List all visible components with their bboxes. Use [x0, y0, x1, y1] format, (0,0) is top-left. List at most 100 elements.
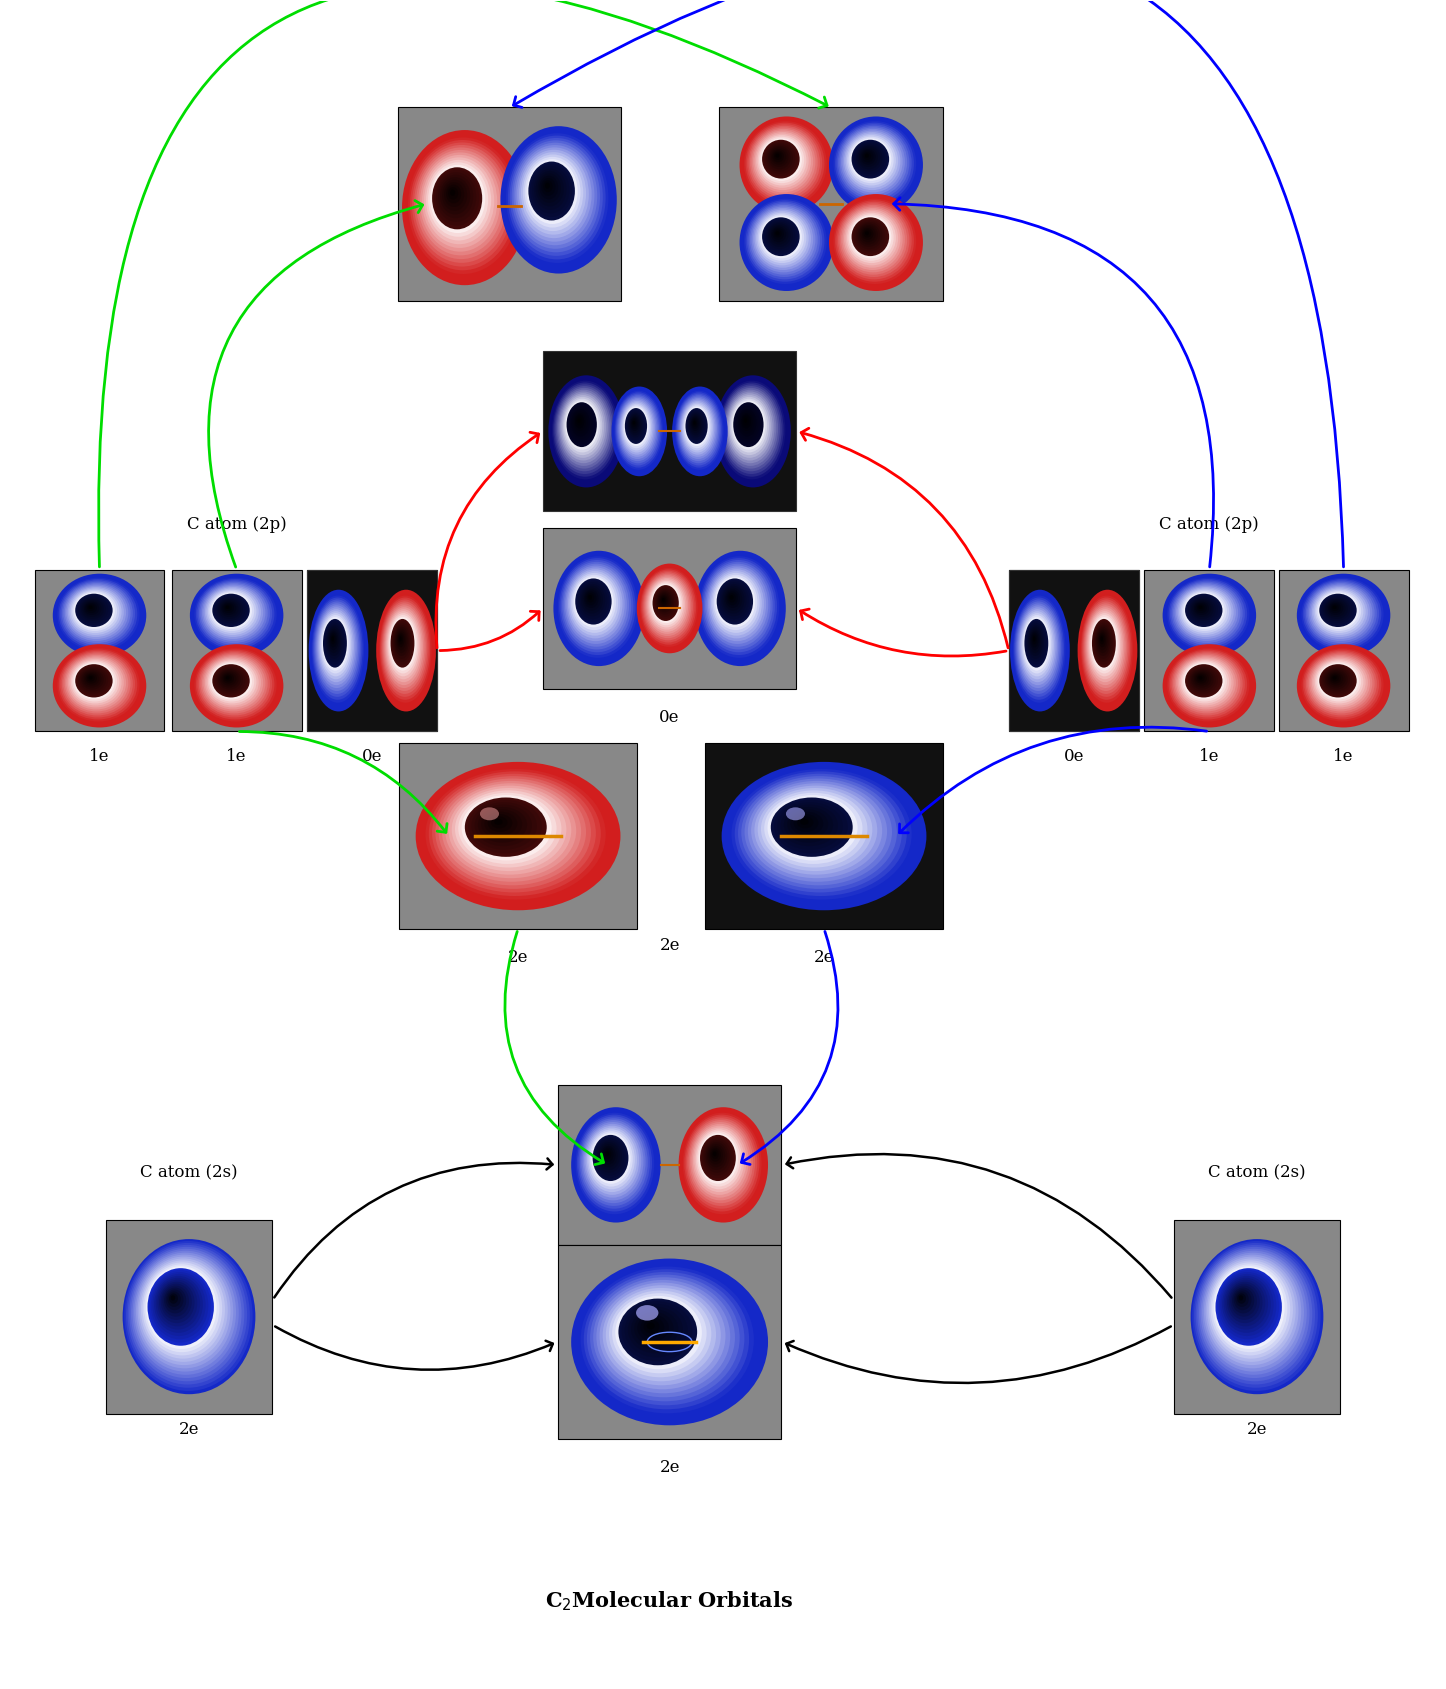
Ellipse shape — [1079, 591, 1137, 708]
Ellipse shape — [753, 130, 813, 193]
Ellipse shape — [683, 402, 713, 453]
Ellipse shape — [587, 593, 594, 603]
Ellipse shape — [865, 154, 869, 157]
Ellipse shape — [1192, 669, 1213, 689]
Text: 1e: 1e — [227, 748, 247, 765]
Ellipse shape — [440, 177, 470, 215]
Ellipse shape — [551, 378, 620, 481]
Ellipse shape — [480, 807, 499, 821]
Ellipse shape — [844, 209, 901, 269]
Ellipse shape — [655, 588, 675, 616]
Ellipse shape — [749, 125, 820, 199]
Ellipse shape — [308, 589, 369, 711]
Ellipse shape — [224, 676, 231, 681]
Ellipse shape — [756, 211, 808, 265]
Ellipse shape — [218, 669, 240, 689]
Ellipse shape — [215, 667, 246, 694]
Ellipse shape — [581, 586, 603, 613]
Ellipse shape — [590, 1132, 633, 1187]
Ellipse shape — [521, 152, 586, 235]
Ellipse shape — [568, 405, 593, 443]
Ellipse shape — [461, 796, 551, 860]
Bar — [1174, 1219, 1340, 1414]
Ellipse shape — [65, 584, 129, 642]
Ellipse shape — [202, 584, 266, 642]
Ellipse shape — [1084, 603, 1128, 691]
Ellipse shape — [599, 1142, 620, 1170]
Ellipse shape — [693, 1125, 746, 1194]
Ellipse shape — [837, 201, 911, 279]
Ellipse shape — [1310, 655, 1371, 709]
Ellipse shape — [1228, 1282, 1262, 1322]
Ellipse shape — [56, 647, 142, 723]
Ellipse shape — [1209, 1260, 1293, 1358]
Ellipse shape — [532, 166, 570, 213]
Ellipse shape — [735, 772, 907, 897]
Ellipse shape — [1200, 1252, 1307, 1375]
Ellipse shape — [77, 665, 110, 696]
Ellipse shape — [745, 199, 827, 284]
Ellipse shape — [732, 400, 765, 449]
Ellipse shape — [1304, 650, 1379, 718]
Ellipse shape — [1187, 595, 1220, 625]
FancyArrowPatch shape — [98, 0, 827, 568]
Ellipse shape — [720, 382, 784, 476]
Ellipse shape — [675, 390, 723, 470]
Ellipse shape — [687, 1118, 755, 1206]
Ellipse shape — [615, 390, 664, 470]
Ellipse shape — [58, 578, 140, 650]
Ellipse shape — [1100, 637, 1103, 642]
Ellipse shape — [829, 194, 923, 291]
Ellipse shape — [613, 390, 664, 471]
Ellipse shape — [853, 142, 886, 176]
Ellipse shape — [324, 622, 346, 665]
Ellipse shape — [380, 600, 429, 698]
Ellipse shape — [774, 230, 782, 238]
Ellipse shape — [1173, 583, 1241, 644]
Ellipse shape — [759, 215, 804, 260]
Ellipse shape — [706, 1142, 727, 1170]
Ellipse shape — [506, 133, 609, 263]
Ellipse shape — [1233, 1289, 1251, 1311]
Ellipse shape — [658, 593, 671, 610]
Ellipse shape — [495, 819, 503, 824]
Ellipse shape — [194, 649, 276, 721]
Ellipse shape — [386, 611, 421, 679]
Ellipse shape — [383, 605, 425, 687]
Ellipse shape — [1096, 628, 1109, 654]
Ellipse shape — [398, 635, 403, 644]
Ellipse shape — [61, 581, 134, 647]
Ellipse shape — [385, 608, 424, 686]
Ellipse shape — [661, 596, 667, 603]
Ellipse shape — [626, 409, 646, 443]
Ellipse shape — [1322, 596, 1352, 623]
Ellipse shape — [638, 566, 701, 652]
Ellipse shape — [645, 574, 690, 637]
Ellipse shape — [625, 1304, 688, 1358]
Ellipse shape — [562, 562, 632, 650]
Ellipse shape — [62, 581, 133, 645]
Ellipse shape — [842, 206, 905, 272]
Ellipse shape — [1194, 601, 1209, 615]
Bar — [172, 571, 302, 731]
Ellipse shape — [408, 137, 518, 274]
Ellipse shape — [1092, 618, 1116, 667]
Ellipse shape — [1030, 630, 1040, 650]
Ellipse shape — [1216, 1268, 1283, 1346]
Ellipse shape — [169, 1294, 178, 1304]
Ellipse shape — [474, 804, 532, 846]
Ellipse shape — [195, 579, 275, 649]
Ellipse shape — [1077, 589, 1138, 711]
Ellipse shape — [221, 601, 236, 615]
Ellipse shape — [755, 132, 811, 191]
Ellipse shape — [1333, 676, 1336, 679]
Ellipse shape — [444, 182, 464, 208]
Ellipse shape — [662, 598, 665, 601]
Text: 0e: 0e — [1063, 748, 1084, 765]
Ellipse shape — [88, 676, 93, 679]
Ellipse shape — [641, 569, 696, 645]
Ellipse shape — [615, 392, 662, 468]
Ellipse shape — [69, 588, 121, 635]
Ellipse shape — [711, 1150, 719, 1159]
Ellipse shape — [612, 387, 667, 476]
